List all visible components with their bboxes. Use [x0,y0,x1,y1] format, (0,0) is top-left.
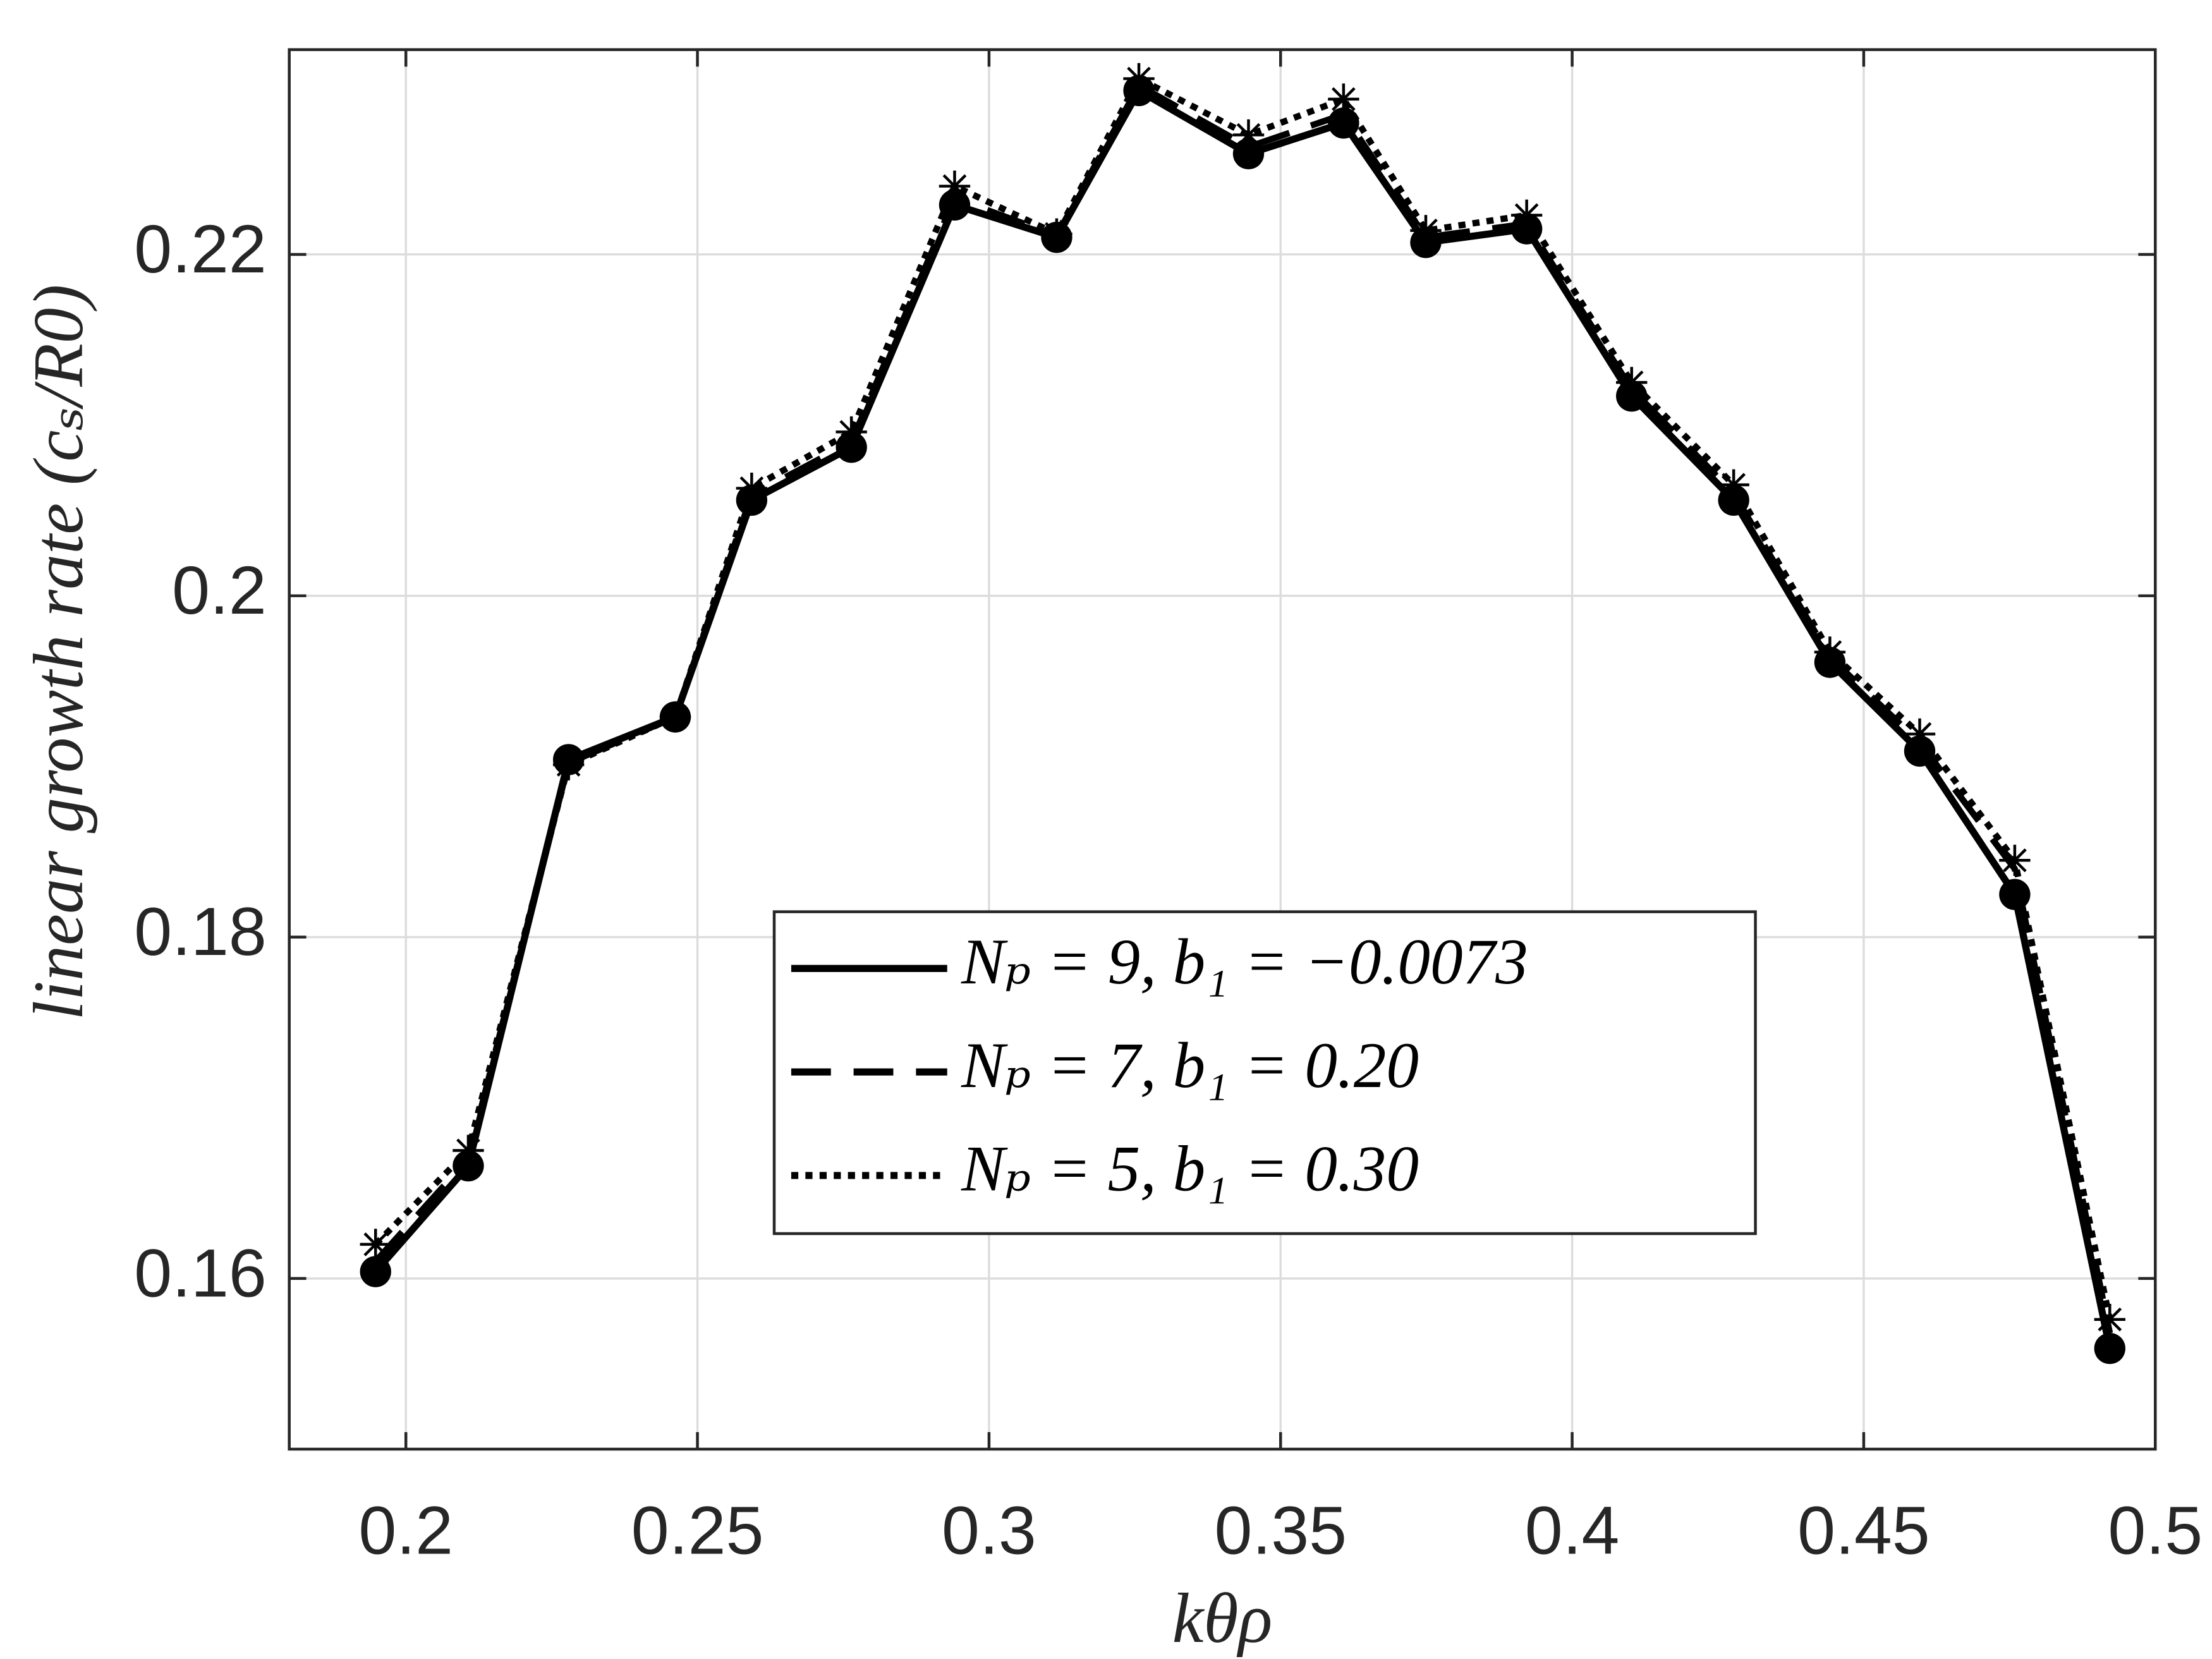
point [939,170,971,202]
point [1328,83,1359,115]
y-tick-label: 0.22 [134,211,267,287]
point [1999,844,2031,876]
point [1410,215,1442,246]
legend-label: Nₚ = 7, b₁ = 0.20 [961,1030,1419,1102]
point [1328,107,1359,139]
x-tick-label: 0.25 [631,1492,764,1568]
point [1904,718,1936,750]
point [2094,1304,2125,1335]
point [552,749,585,781]
point [1616,367,1648,398]
x-tick-label: 0.4 [1525,1492,1620,1568]
axes-box [288,48,2157,1451]
point [836,416,867,448]
point [659,701,691,733]
y-tick-label: 0.2 [172,552,267,628]
point [360,1229,391,1260]
plot-area [360,63,2125,1364]
x-tick-label: 0.2 [358,1492,453,1568]
point [1041,218,1073,250]
x-tick-label: 0.45 [1797,1492,1930,1568]
point [2094,1332,2125,1364]
point [1999,878,2031,910]
point [1232,138,1265,169]
point [1814,636,1846,668]
y-tick-label: 0.16 [134,1235,267,1311]
point [1718,469,1749,501]
point [736,472,768,504]
y-axis-label: linear growth rate (cₛ/R0) [20,284,98,1020]
point [939,189,971,221]
point [453,1134,484,1167]
point [360,1256,391,1287]
point [1232,119,1265,151]
y-tick-label: 0.18 [134,894,267,969]
x-axis-label: kθρ [1172,1579,1273,1658]
x-tick-label: 0.3 [942,1492,1036,1568]
point [1123,63,1155,95]
point [1510,199,1543,231]
legend-label: Nₚ = 5, b₁ = 0.30 [961,1133,1419,1205]
legend-label: Nₚ = 9, b₁ = −0.0073 [961,926,1528,998]
x-tick-label: 0.35 [1214,1492,1347,1568]
x-tick-label: 0.5 [2108,1492,2203,1568]
